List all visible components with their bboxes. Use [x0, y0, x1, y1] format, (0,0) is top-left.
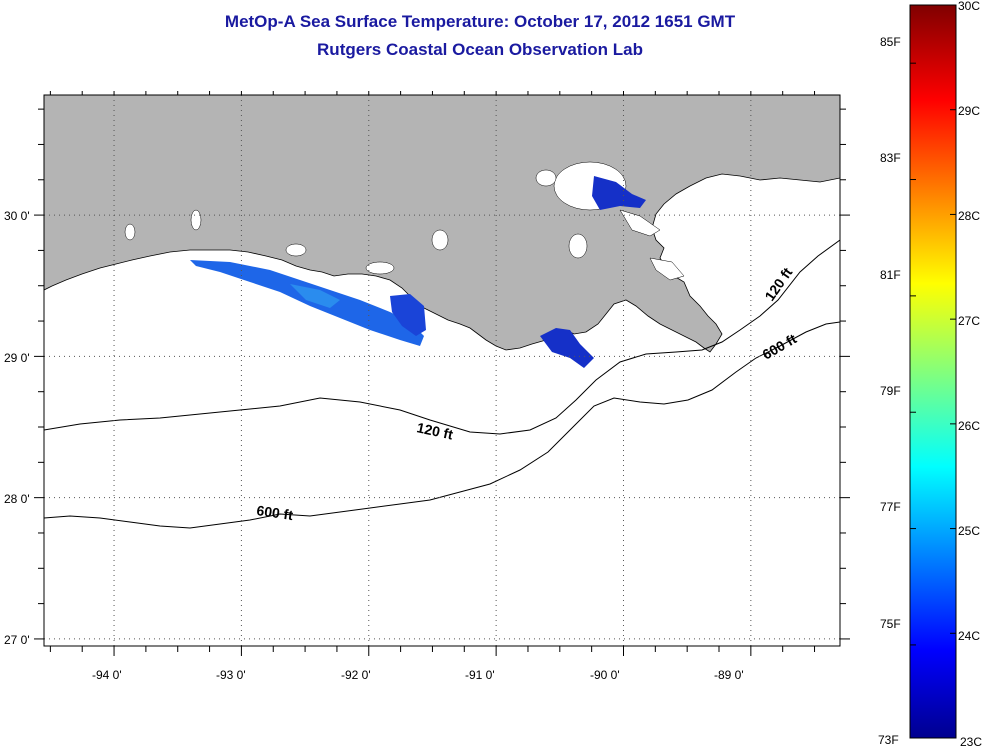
contour-120ft	[44, 239, 840, 435]
map-subtitle: Rutgers Coastal Ocean Observation Lab	[317, 40, 643, 59]
colorbar-label-25c: 25C	[958, 524, 980, 538]
lon-label-91: -91 0'	[465, 668, 495, 682]
contour-label-600ft-mid: 600 ft	[256, 502, 295, 523]
colorbar	[909, 4, 957, 739]
map-frame	[43, 94, 841, 647]
lon-label-94: -94 0'	[92, 668, 122, 682]
lat-label-30: 30 0'	[4, 209, 30, 223]
colorbar-label-81f: 81F	[880, 268, 901, 282]
map-title: MetOp-A Sea Surface Temperature: October…	[224, 12, 736, 31]
lon-label-90: -90 0'	[590, 668, 620, 682]
colorbar-label-30c: 30C	[958, 0, 980, 13]
colorbar-label-27c: 27C	[958, 314, 980, 328]
contour-600ft	[44, 321, 840, 529]
lat-label-28: 28 0'	[4, 492, 30, 506]
colorbar-label-83f: 83F	[880, 151, 901, 165]
colorbar-label-77f: 77F	[880, 500, 901, 514]
land-mass	[44, 95, 840, 353]
lon-label-93: -93 0'	[216, 668, 246, 682]
lat-label-27: 27 0'	[4, 633, 30, 647]
lat-label-29: 29 0'	[4, 351, 30, 365]
colorbar-label-29c: 29C	[958, 104, 980, 118]
graticule	[44, 95, 840, 646]
colorbar-label-75f: 75F	[880, 617, 901, 631]
colorbar-label-79f: 79F	[880, 384, 901, 398]
colorbar-label-26c: 26C	[958, 419, 980, 433]
lon-label-89: -89 0'	[714, 668, 744, 682]
colorbar-label-85f: 85F	[880, 35, 901, 49]
colorbar-label-73f: 73F	[878, 733, 899, 747]
colorbar-label-23c: 23C	[960, 735, 982, 749]
colorbar-label-28c: 28C	[958, 209, 980, 223]
lon-label-92: -92 0'	[341, 668, 371, 682]
colorbar-label-24c: 24C	[958, 629, 980, 643]
contour-label-120ft-mid: 120 ft	[415, 419, 454, 442]
sst-swaths	[190, 176, 646, 368]
